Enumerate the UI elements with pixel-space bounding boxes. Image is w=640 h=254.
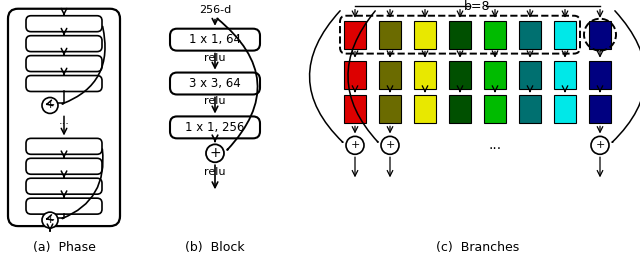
FancyArrowPatch shape [612, 11, 640, 142]
Bar [484, 96, 506, 123]
FancyBboxPatch shape [170, 73, 260, 94]
FancyBboxPatch shape [170, 29, 260, 51]
Text: ...: ... [59, 116, 69, 126]
FancyBboxPatch shape [26, 178, 102, 194]
Bar [554, 61, 576, 88]
Bar [519, 61, 541, 88]
Bar [414, 61, 436, 88]
Circle shape [591, 136, 609, 154]
Circle shape [346, 136, 364, 154]
Circle shape [206, 144, 224, 162]
Bar [589, 21, 611, 49]
FancyArrowPatch shape [62, 149, 103, 218]
FancyBboxPatch shape [26, 56, 102, 72]
FancyArrowPatch shape [217, 19, 257, 150]
Bar [414, 21, 436, 49]
Text: 256-d: 256-d [199, 5, 231, 15]
FancyBboxPatch shape [26, 16, 102, 32]
Text: +: + [45, 100, 54, 110]
Bar [589, 96, 611, 123]
Bar [589, 61, 611, 88]
FancyArrowPatch shape [310, 11, 343, 142]
Text: 3 x 3, 64: 3 x 3, 64 [189, 77, 241, 90]
Bar [379, 96, 401, 123]
FancyBboxPatch shape [170, 116, 260, 138]
Text: +: + [385, 140, 395, 150]
Text: 1 x 1, 256: 1 x 1, 256 [186, 121, 244, 134]
Text: relu: relu [204, 167, 226, 177]
Text: +: + [209, 146, 221, 160]
Circle shape [42, 212, 58, 228]
Bar [449, 21, 471, 49]
Text: +: + [595, 140, 605, 150]
Bar [414, 96, 436, 123]
Bar [484, 21, 506, 49]
Bar [554, 21, 576, 49]
FancyBboxPatch shape [26, 75, 102, 91]
Text: (c)  Branches: (c) Branches [436, 241, 519, 254]
FancyBboxPatch shape [26, 138, 102, 154]
FancyArrowPatch shape [348, 11, 378, 142]
Text: +: + [45, 215, 54, 225]
Bar [379, 61, 401, 88]
Text: 1 x 1, 64: 1 x 1, 64 [189, 33, 241, 46]
Text: +: + [350, 140, 360, 150]
FancyBboxPatch shape [26, 36, 102, 52]
Bar [379, 21, 401, 49]
FancyBboxPatch shape [26, 198, 102, 214]
Text: b=8: b=8 [464, 0, 491, 13]
Text: (a)  Phase: (a) Phase [33, 241, 95, 254]
Text: relu: relu [204, 97, 226, 106]
FancyBboxPatch shape [8, 9, 120, 226]
Bar [554, 96, 576, 123]
Bar [344, 96, 366, 123]
Bar [449, 61, 471, 88]
Bar [344, 61, 366, 88]
Bar [344, 21, 366, 49]
Text: relu: relu [204, 53, 226, 62]
Bar [519, 96, 541, 123]
Bar [519, 21, 541, 49]
Bar [484, 61, 506, 88]
FancyBboxPatch shape [26, 158, 102, 174]
Circle shape [381, 136, 399, 154]
Text: ...: ... [488, 138, 502, 152]
FancyArrowPatch shape [62, 26, 105, 104]
Bar [449, 96, 471, 123]
Text: (b)  Block: (b) Block [185, 241, 245, 254]
Circle shape [42, 98, 58, 114]
